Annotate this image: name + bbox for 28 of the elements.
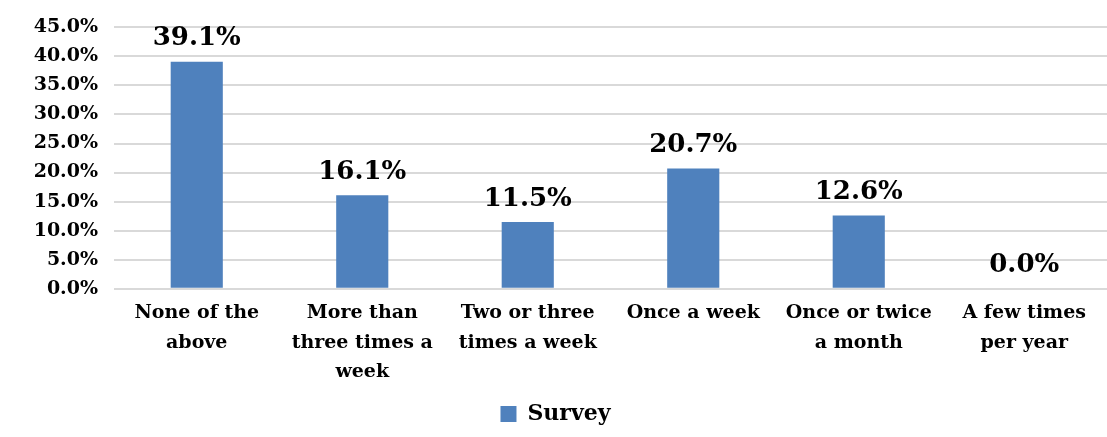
x-tick-label: A few times per year: [961, 300, 1086, 352]
data-label: 20.7%: [649, 128, 738, 159]
legend-label: Survey: [527, 398, 612, 425]
data-label: 12.6%: [814, 175, 904, 206]
data-label: 16.1%: [318, 154, 407, 185]
bar: [336, 195, 389, 288]
y-tick-label: 0.0%: [46, 275, 98, 298]
x-tick-label: Two or three times a week: [458, 300, 598, 352]
y-tick-label: 10.0%: [33, 217, 98, 240]
data-label: 11.5%: [483, 181, 573, 212]
y-tick-label: 25.0%: [33, 130, 98, 153]
bar: [501, 221, 554, 288]
y-tick-label: 40.0%: [33, 43, 98, 66]
data-label: 0.0%: [989, 248, 1060, 279]
y-tick-label: 20.0%: [33, 159, 98, 182]
y-tick-label: 30.0%: [33, 101, 98, 124]
y-tick-label: 45.0%: [33, 14, 98, 37]
y-tick-label: 15.0%: [33, 188, 98, 211]
bar: [170, 61, 223, 288]
data-label: 39.1%: [152, 21, 242, 52]
x-tick-label: More than three times a week: [291, 300, 433, 382]
x-tick-label: Once a week: [626, 300, 761, 323]
x-tick-label: None of the above: [134, 300, 260, 352]
bar: [667, 168, 720, 288]
x-tick-label: Once or twice a month: [785, 300, 932, 352]
bar: [832, 215, 885, 288]
y-tick-label: 35.0%: [33, 72, 98, 95]
y-tick-label: 5.0%: [46, 246, 98, 269]
